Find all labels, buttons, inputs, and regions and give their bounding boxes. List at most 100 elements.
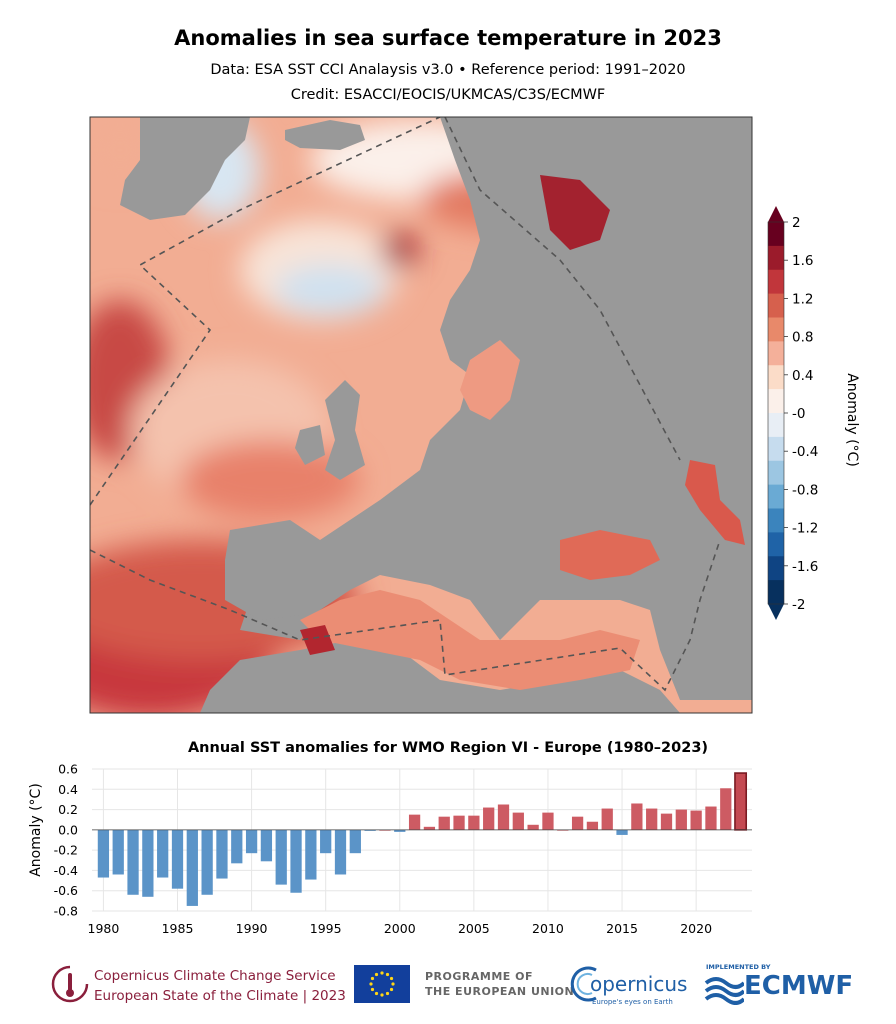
colorbar-segment (768, 389, 784, 414)
x-tick-label: 2000 (384, 921, 416, 936)
colorbar-segment (768, 556, 784, 581)
y-tick-label: -0.2 (54, 843, 78, 858)
bar (394, 829, 406, 832)
colorbar-tick-label: 1.6 (792, 253, 813, 269)
bar (112, 829, 124, 875)
bar (127, 829, 139, 895)
ecmwf-logo-icon (704, 977, 744, 1005)
copernicus-tagline: Europe's eyes on Earth (592, 998, 673, 1006)
x-tick-label: 1985 (162, 921, 194, 936)
bar (349, 829, 361, 854)
y-tick-label: 0.6 (58, 762, 78, 777)
page-subtitle: Data: ESA SST CCI Analaysis v3.0 • Refer… (210, 62, 686, 78)
annual-anomaly-bar-chart: 0.6 0.4 0.2 0.0 -0.2 -0.4 -0.6 -0.8 1980 1985 199… (28, 762, 752, 936)
bar (734, 772, 748, 831)
bar (142, 829, 154, 897)
colorbar: 2 1.6 1.2 0.8 0.4 -0 -0.4 -0.8 -1.2 -1.6 -2 (767, 206, 818, 620)
eu-star (380, 971, 384, 975)
eu-star (385, 972, 390, 977)
eu-star (389, 987, 394, 992)
bar (586, 821, 599, 830)
bar (171, 829, 184, 889)
bar (157, 829, 169, 878)
bar (660, 813, 673, 830)
colorbar-segment (768, 508, 784, 533)
x-tick-label: 1980 (88, 921, 120, 936)
c3s-line1: Copernicus Climate Change Service (94, 968, 336, 984)
colorbar-segment (768, 317, 784, 342)
bar (468, 815, 480, 830)
colorbar-segment (768, 436, 784, 462)
colorbar-tick-label: -1.2 (792, 521, 818, 537)
c3s-text: Copernicus Climate Change Service Europe… (94, 966, 346, 1006)
bar (616, 829, 628, 835)
bar (453, 815, 465, 830)
colorbar-tick-label: -0.8 (792, 482, 818, 498)
bar (646, 808, 658, 830)
colorbar-min-arrow (768, 604, 784, 620)
colorbar-tick-label: -0 (792, 406, 805, 422)
bar (527, 824, 539, 830)
y-tick-label: -0.6 (54, 883, 78, 898)
colorbar-segment (768, 532, 784, 557)
map-frame (90, 117, 752, 713)
bar (216, 829, 228, 879)
y-tick-label: -0.4 (54, 863, 78, 878)
eu-star (369, 982, 373, 986)
eu-star (370, 987, 375, 992)
colorbar-max-arrow (768, 206, 784, 222)
x-tick-label: 2005 (458, 921, 490, 936)
bar (290, 829, 302, 893)
eu-star (385, 991, 390, 996)
y-tick-label: -0.8 (54, 904, 78, 919)
colorbar-tick-label: -1.6 (792, 559, 818, 575)
y-axis-label: Anomaly (°C) (28, 783, 44, 877)
y-tick-labels: 0.6 0.4 0.2 0.0 -0.2 -0.4 -0.6 -0.8 (54, 762, 78, 919)
bar (245, 829, 258, 854)
colorbar-segment (768, 460, 784, 486)
eu-star (370, 976, 375, 981)
colorbar-tick-label: -2 (792, 597, 805, 613)
colorbar-segment (768, 269, 784, 295)
eu-star (389, 976, 394, 981)
bar (275, 829, 287, 885)
c3s-line2: European State of the Climate | 2023 (94, 988, 346, 1004)
bar (705, 806, 717, 830)
ecmwf-wordmark: ECMWF (744, 971, 854, 1001)
colorbar-tick-label: 2 (792, 215, 801, 231)
colorbar-segment (768, 341, 784, 366)
bar (483, 807, 495, 830)
bar (438, 816, 450, 830)
bar (720, 788, 732, 830)
colorbar-tick-label: -0.4 (792, 444, 818, 460)
y-tick-label: 0.2 (58, 802, 78, 817)
x-tick-label: 1995 (310, 921, 342, 936)
programme-line2: THE EUROPEAN UNION (425, 985, 575, 998)
x-tick-label: 2010 (532, 921, 564, 936)
x-tick-label: 1990 (236, 921, 268, 936)
bar (260, 829, 273, 862)
bar (631, 803, 643, 830)
colorbar-segment (768, 293, 784, 318)
x-tick-label: 2015 (606, 921, 638, 936)
bar (408, 814, 421, 830)
y-tick-label: 0.0 (58, 822, 78, 837)
programme-line1: PROGRAMME OF (425, 970, 533, 983)
bar (186, 829, 198, 906)
bar (601, 808, 613, 830)
colorbar-segment (768, 222, 784, 247)
bar (305, 829, 317, 880)
colorbar-label: Anomaly (°C) (844, 373, 860, 467)
bar (364, 829, 376, 831)
bar (97, 829, 110, 878)
colorbar-tick-label: 0.8 (792, 330, 813, 346)
bar (231, 829, 243, 864)
bar (423, 826, 436, 830)
copernicus-wordmark: opernicus (590, 972, 688, 996)
bar (201, 829, 213, 895)
colorbar-segment (768, 580, 784, 605)
bar (512, 812, 524, 830)
x-tick-labels: 1980 1985 1990 1995 2000 2005 2010 2015 2020 (88, 921, 713, 936)
bar-chart-title: Annual SST anomalies for WMO Region VI -… (187, 740, 709, 756)
copernicus-c-icon (570, 966, 597, 1002)
